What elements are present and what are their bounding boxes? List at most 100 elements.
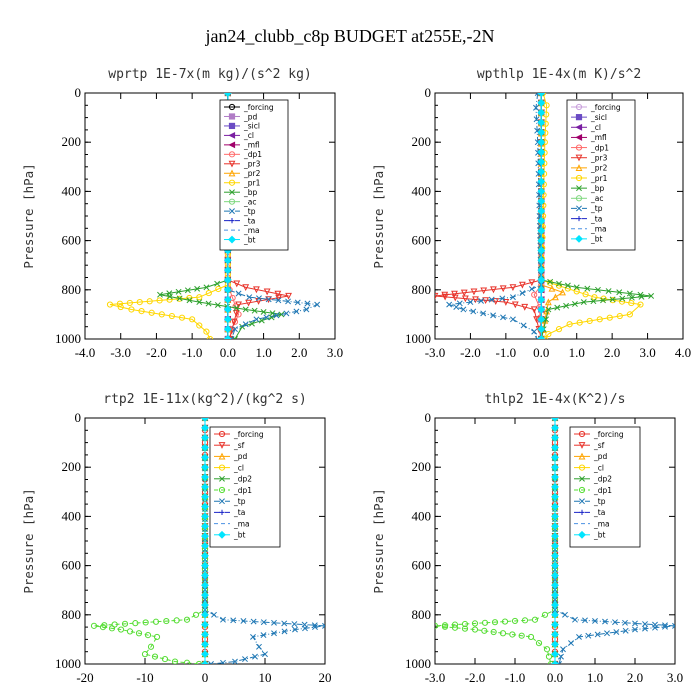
series-marker-bp [600,297,606,304]
series-marker-bp [626,290,633,297]
legend-marker [579,509,585,515]
series-marker-pr3 [285,292,292,300]
legend-label: _dp1 [593,486,612,495]
series-marker-dp1 [535,639,543,647]
series-marker-pr3 [518,281,526,289]
series-marker-bt [551,551,559,560]
legend-marker [228,151,236,158]
legend-marker [228,141,236,149]
series-marker-bt [551,660,559,664]
x-tick-label: 3.0 [639,345,655,360]
series-marker-dp1 [163,617,170,625]
series-marker-bt [537,246,546,255]
series-group [435,418,675,664]
series-marker-tp [453,304,460,310]
series-marker-bt [201,492,209,501]
series-marker-bt [201,542,209,550]
y-tick-label: 200 [412,134,432,149]
legend-marker [228,113,236,120]
series-marker-bt [223,256,232,265]
series-marker-pr1 [206,335,214,339]
series-marker-dp1 [132,620,139,627]
legend-label: _ta [243,216,255,225]
series-marker-tp [602,618,608,625]
series-marker-tp [533,104,539,111]
series-marker-bp [233,305,240,311]
series-marker-dp1 [518,632,525,639]
x-tick-label: -3.0 [110,345,131,360]
series-marker-pr2 [552,293,559,301]
series-marker-tp [613,629,620,635]
series-marker-bt [537,266,546,275]
series-marker-bt [201,620,209,629]
legend-marker [575,154,583,162]
y-tick-label: 600 [62,558,82,573]
series-marker-bt [201,418,209,422]
series-marker-pr3 [528,279,536,287]
series-marker-dp1 [471,620,479,627]
x-tick-label: 20 [319,670,332,685]
panel-title: wpthlp 1E-4x(m K)/s^2 [477,67,641,82]
panel-title: rtp2 1E-11x(kg^2)/(kg^2 s) [103,392,307,407]
series-marker-bt [201,423,209,432]
series-marker-bt [551,581,559,590]
series-marker-pr1 [582,291,589,298]
legend-label: _dp2 [593,475,612,484]
legend: _forcing _sf _pd _cl _dp2 _dp1 _tp _ta _ma _bt [209,426,281,548]
series-marker-bp [563,302,570,309]
series-marker-tp [470,308,477,315]
legend-label: _tp [593,497,606,506]
series-marker-dp1 [491,619,499,626]
series-marker-bp [166,293,173,300]
series-marker-dp1 [435,622,439,629]
series-marker-tp [281,628,288,635]
series-marker-pr1 [138,308,145,315]
series-marker-pr1 [146,298,153,305]
series-marker-bt [537,335,546,339]
x-tick-label: -2.0 [460,345,481,360]
series-marker-dp1 [195,660,203,664]
figure-title: jan24_clubb_c8p BUDGET at255E,-2N [204,26,494,46]
series-marker-tp [622,627,629,634]
series-marker-pr1 [136,299,143,306]
legend-marker [228,122,236,130]
x-tick-label: 1.0 [255,345,271,360]
series-marker-tp [232,658,238,664]
legend-marker [228,169,236,177]
series-marker-pr1 [116,300,124,307]
series-marker-bt [537,98,546,107]
series-marker-tp [253,316,260,323]
y-axis-label: Pressure [hPa] [371,163,386,268]
series-marker-pr1 [573,288,580,295]
series-marker-bp [214,280,221,287]
x-tick-label: 3.0 [327,345,343,360]
x-tick-label: -1.0 [505,670,526,685]
series-marker-tp [311,622,318,629]
series-marker-bt [537,138,546,147]
legend-label: _sicl [243,122,260,131]
series-marker-bp [609,296,616,303]
series-marker-dp1 [541,611,549,618]
series-marker-pr2 [544,298,552,306]
series-marker-bt [551,418,559,422]
legend-label: _pr3 [243,160,261,169]
series-marker-bt [537,197,546,206]
series-marker-tp [480,310,487,317]
legend-label: _ma [243,226,260,235]
series-marker-dp1 [543,646,551,653]
series-marker-dp1 [441,623,449,630]
series-marker-bt [537,226,546,235]
series-marker-tp [252,653,258,660]
legend-marker [576,185,582,192]
series-marker-tp [537,242,544,249]
panel-1: wprtp 1E-7x(m kg)/(s^2 kg) Pressure [hPa]… [21,67,343,360]
x-tick-label: 3.0 [667,670,683,685]
series-marker-bt [537,217,546,225]
legend-marker [575,103,583,111]
x-tick-label: 1.0 [587,670,603,685]
series-marker-tp [230,617,237,624]
legend-marker [576,215,582,222]
panel-2: wpthlp 1E-4x(m K)/s^2 Pressure [hPa] 0 200 4… [371,67,691,360]
series-marker-dp1 [461,625,469,632]
series-marker-bt [551,473,559,481]
